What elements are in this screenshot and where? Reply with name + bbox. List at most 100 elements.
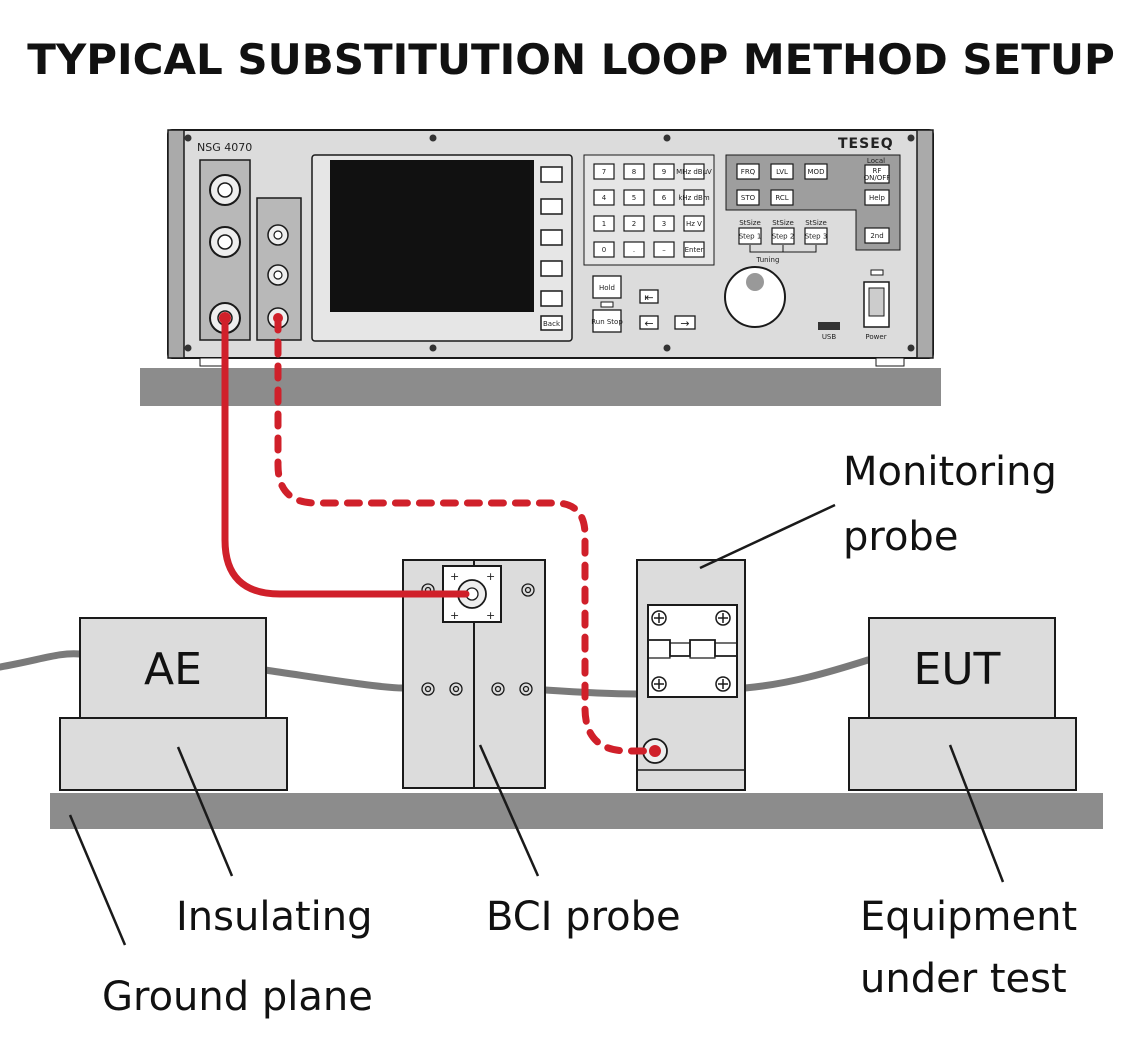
rf-key-sublabel: ON/OFF	[864, 174, 891, 182]
keypad-key-label: .	[633, 246, 635, 254]
eut-description-line2: under test	[860, 956, 1067, 1002]
keypad-key-label: Hz V	[686, 220, 702, 228]
keypad-key-label: –	[662, 246, 666, 254]
function-key-label: RCL	[775, 194, 788, 202]
usb-label: USB	[822, 333, 837, 341]
diagram-title: TYPICAL SUBSTITUTION LOOP METHOD SETUP	[27, 35, 1115, 84]
keypad-key	[593, 215, 615, 232]
keypad-key-label: 6	[662, 194, 667, 202]
plus-screw-icon: +	[486, 609, 495, 622]
function-keys: FRQ LVL MOD STO RCL	[736, 163, 828, 206]
second-key-label: 2nd	[870, 232, 883, 240]
back-key-label: Back	[543, 320, 561, 328]
keypad-key	[653, 241, 675, 258]
step-key-label: Step 1	[739, 233, 762, 241]
run-stop-key	[592, 309, 622, 333]
hold-key	[592, 275, 622, 299]
left-foot	[199, 357, 225, 367]
ae-label: AE	[144, 644, 202, 695]
function-key-label: STO	[741, 194, 756, 202]
monitoring-probe-label-line2: probe	[843, 514, 958, 560]
brand-logo: TESEQ	[838, 136, 894, 152]
keypad-key-label: 1	[602, 220, 606, 228]
keypad-key-label: 2	[632, 220, 636, 228]
tuning-label: Tuning	[756, 256, 780, 264]
keypad-key-label: 4	[602, 194, 607, 202]
keypad-key-label: 5	[632, 194, 636, 202]
keypad-key-label: 7	[602, 168, 606, 176]
keypad-key	[683, 163, 705, 180]
step-key-label: Step 3	[805, 233, 828, 241]
keypad-key-label: 8	[632, 168, 636, 176]
keypad-key	[623, 215, 645, 232]
bci-probe-screws	[421, 583, 535, 696]
instrument-shelf	[140, 368, 941, 406]
rf-key-label: RF	[873, 167, 882, 175]
left-arrow-icon: ←	[644, 317, 653, 330]
keypad-key	[623, 163, 645, 180]
eut-label: EUT	[914, 644, 1001, 695]
function-key	[736, 163, 760, 180]
eut-description-line1: Equipment	[860, 894, 1077, 940]
usb-port	[818, 322, 840, 330]
function-key	[770, 189, 794, 206]
bci-probe-label: BCI probe	[486, 894, 681, 940]
keypad-key	[683, 241, 705, 258]
keypad-key	[683, 189, 705, 206]
left-rack-ear	[167, 129, 185, 359]
monitoring-connector-pin	[649, 745, 661, 757]
keypad-key	[593, 163, 615, 180]
keypad-key-label: 3	[662, 220, 666, 228]
function-key-label: MOD	[808, 168, 825, 176]
clamp-screw-crosses	[654, 613, 728, 689]
hold-key-label: Hold	[599, 284, 615, 292]
ground-plane-leader	[68, 814, 127, 946]
signal-generator: NSG 4070 TESEQ Back 7 8 9 MHz dBµV 4 5 6 kHz dB…	[167, 129, 934, 367]
monitoring-probe-label-line1: Monitoring	[843, 449, 1057, 495]
keypad-key	[593, 189, 615, 206]
ae-box	[79, 617, 267, 719]
home-arrow-icon: ⇤	[644, 291, 653, 304]
ae-insulating-block	[59, 717, 288, 791]
run-stop-key-label: Run Stop	[591, 318, 623, 326]
function-key	[770, 163, 794, 180]
keypad-key-label: 0	[602, 246, 606, 254]
arrow-keys	[639, 289, 696, 330]
help-key	[864, 189, 890, 206]
tuning-bracket	[749, 245, 817, 253]
clamp-jaw-lower	[648, 642, 737, 659]
insulating-label: Insulating	[176, 894, 373, 940]
keypad-key-label: kHz dBm	[678, 194, 709, 202]
step-key	[804, 227, 828, 245]
insulating-leader	[176, 746, 234, 877]
monitoring-probe-leader	[699, 503, 836, 570]
keypad-key	[653, 215, 675, 232]
ground-plane-label: Ground plane	[102, 974, 373, 1020]
power-rocker	[868, 287, 885, 317]
small-connector-2	[267, 264, 289, 286]
step-key-label: Step 2	[772, 233, 795, 241]
right-arrow-icon: →	[680, 317, 689, 330]
power-label: Power	[865, 333, 886, 341]
second-key	[864, 227, 890, 244]
keypad-key	[623, 241, 645, 258]
numeric-keypad: 7 8 9 MHz dBµV 4 5 6 kHz dBm 1 2 3 Hz V 0. – Enter	[593, 163, 712, 258]
ground-plane	[50, 793, 1103, 829]
chassis-screws	[184, 134, 915, 352]
keypad-key	[653, 189, 675, 206]
rf-drive-cable	[221, 314, 470, 598]
display-screen	[330, 160, 534, 312]
keypad-key-label: MHz dBµV	[676, 168, 712, 176]
keypad-key	[623, 189, 645, 206]
keypad-key	[653, 163, 675, 180]
cable-harness	[0, 650, 872, 698]
stsize-label: StSize	[772, 219, 794, 227]
keypad-key	[683, 215, 705, 232]
local-label: Local	[867, 157, 885, 165]
function-key-label: FRQ	[741, 168, 756, 176]
leader-lines	[68, 503, 1005, 946]
keypad-key	[593, 241, 615, 258]
help-key-label: Help	[869, 194, 886, 202]
right-foot	[875, 357, 905, 367]
stsize-label: StSize	[739, 219, 761, 227]
